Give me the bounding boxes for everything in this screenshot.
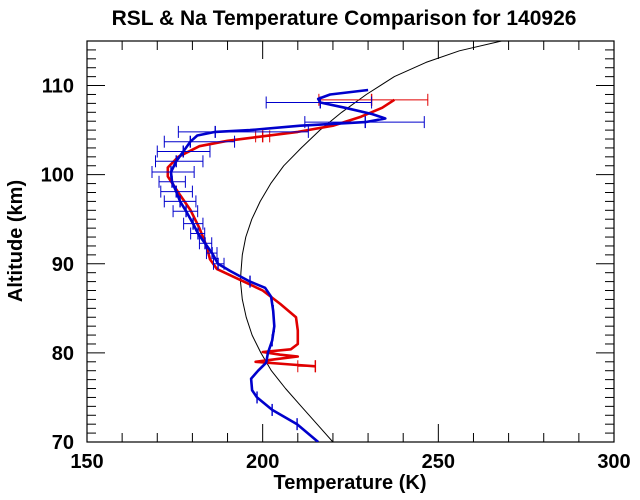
x-axis-label: Temperature (K) <box>274 472 427 494</box>
x-tick-label: 250 <box>422 451 455 473</box>
y-axis-label: Altitude (km) <box>5 180 27 302</box>
series-na <box>166 93 429 373</box>
x-axis: 150 200 250 300 <box>70 41 631 473</box>
y-tick-label: 70 <box>52 432 74 454</box>
x-tick-label: 200 <box>246 451 279 473</box>
y-axis: 70 80 90 100 110 <box>41 40 614 454</box>
x-tick-label: 150 <box>70 451 103 473</box>
series-line <box>169 88 387 442</box>
x-tick-label: 300 <box>597 451 630 473</box>
y-tick-label: 110 <box>42 76 74 98</box>
series-line <box>166 98 396 368</box>
y-tick-label: 80 <box>52 343 74 365</box>
chart-title: RSL & Na Temperature Comparison for 1409… <box>112 7 577 30</box>
plot-frame <box>86 40 615 443</box>
series-rsl <box>151 88 425 442</box>
plot-area <box>86 40 615 443</box>
series-model <box>240 41 502 442</box>
series-line <box>240 41 502 442</box>
y-tick-label: 100 <box>41 165 74 187</box>
y-tick-label: 90 <box>52 254 74 276</box>
error-bar <box>318 93 429 106</box>
